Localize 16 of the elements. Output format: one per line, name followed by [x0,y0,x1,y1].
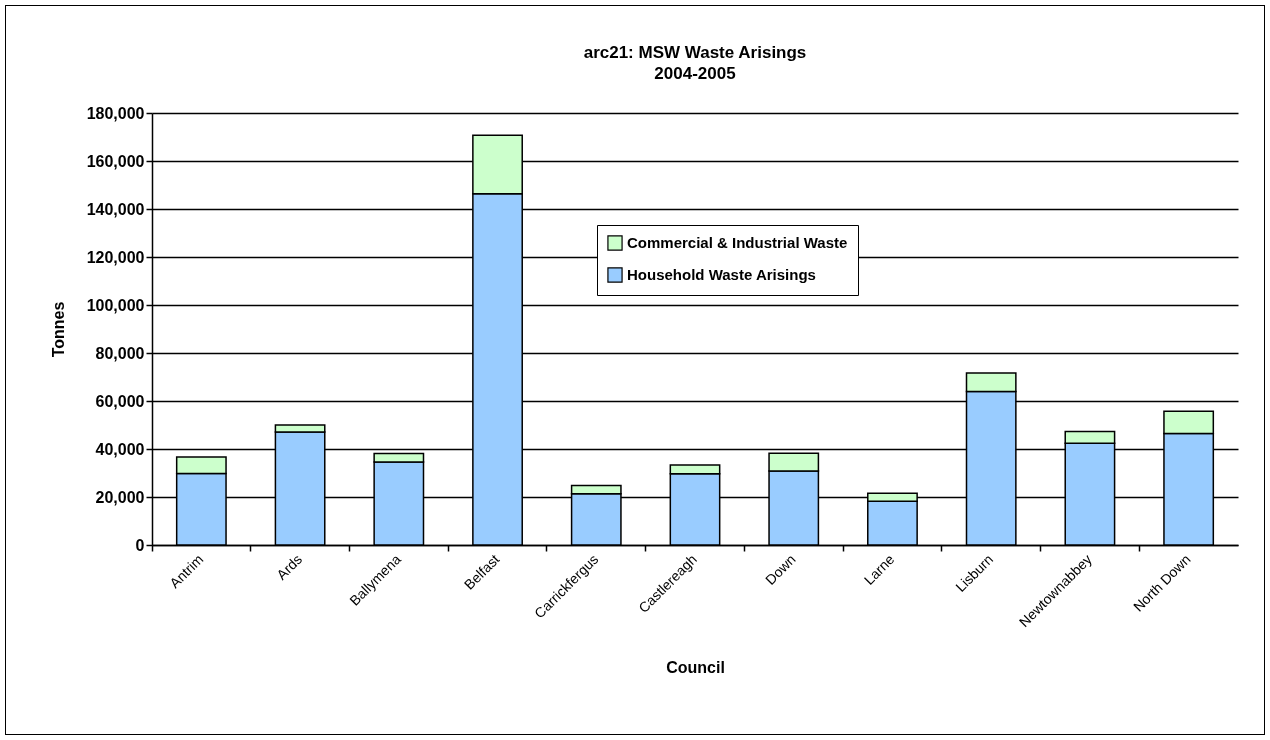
y-tick-label: 100,000 [86,296,145,314]
y-tick-label: 140,000 [86,200,145,218]
legend-label: Commercial & Industrial Waste [627,234,848,251]
y-tick-label: 0 [135,536,145,554]
y-tick-label: 160,000 [86,152,145,170]
y-tick-label: 20,000 [95,488,145,506]
chart-title: arc21: MSW Waste Arisings [583,43,807,62]
legend-label: Household Waste Arisings [627,266,816,283]
y-tick-label: 80,000 [95,344,145,362]
y-tick-label: 40,000 [95,440,145,458]
x-axis-title: Council [666,659,725,677]
y-tick-label: 60,000 [95,392,145,410]
chart-subtitle: 2004-2005 [654,64,736,83]
y-axis-title: Tonnes [49,301,67,358]
y-tick-label: 120,000 [86,248,145,266]
y-tick-label: 180,000 [86,104,145,122]
